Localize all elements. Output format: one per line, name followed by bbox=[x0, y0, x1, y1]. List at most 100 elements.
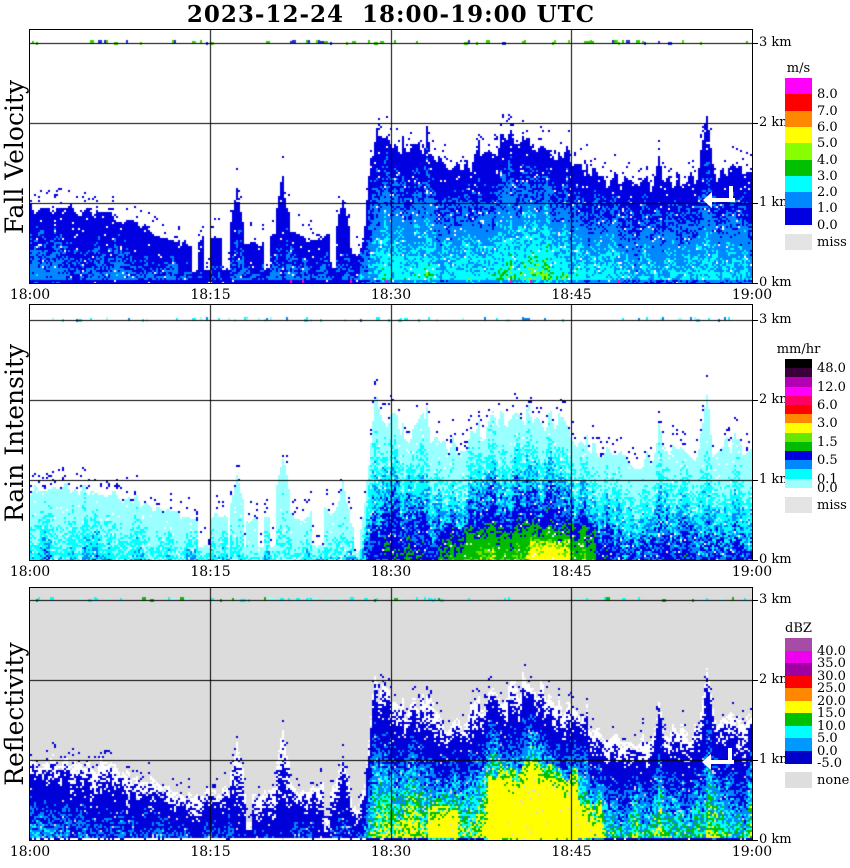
colorbar-segment bbox=[785, 460, 812, 470]
time-tick-label: 19:00 bbox=[731, 844, 773, 860]
cursor-artifact-bar bbox=[710, 760, 734, 764]
colorbar-tick-label: 48.0 bbox=[817, 361, 846, 377]
colorbar-segment bbox=[785, 175, 812, 193]
height-tick-label: 2 km bbox=[759, 392, 792, 407]
colorbar-tick-label: 4.0 bbox=[817, 152, 838, 168]
colorbar-segment bbox=[785, 143, 812, 160]
colorbar-missing-label: none bbox=[817, 773, 850, 788]
colorbar-segment bbox=[785, 432, 812, 443]
colorbar-tick-label: 6.0 bbox=[817, 398, 838, 413]
reflectivity-axis-label: Reflectivity bbox=[0, 642, 29, 786]
colorbar-segment bbox=[785, 159, 812, 177]
cursor-artifact-riser bbox=[728, 748, 732, 761]
height-tick-label: 0 km bbox=[759, 552, 792, 567]
time-tick-label: 18:30 bbox=[370, 564, 412, 580]
colorbar-tick-label: 8.0 bbox=[817, 87, 838, 103]
colorbar-segment bbox=[785, 359, 812, 369]
colorbar-segment bbox=[785, 478, 812, 489]
time-tick-label: 18:15 bbox=[190, 287, 231, 303]
colorbar-tick-label: -5.0 bbox=[817, 756, 843, 771]
time-tick-label: 19:00 bbox=[731, 564, 773, 580]
height-tick bbox=[753, 203, 758, 204]
time-tick-label: 19:00 bbox=[731, 287, 773, 303]
time-tick-label: 18:00 bbox=[9, 844, 51, 860]
height-tick bbox=[753, 320, 758, 321]
colorbar-tick-label: 10.0 bbox=[817, 718, 846, 734]
colorbar-segment bbox=[785, 700, 812, 714]
height-tick-label: 3 km bbox=[759, 592, 792, 607]
colorbar-segment bbox=[785, 94, 812, 112]
cursor-artifact-bar bbox=[711, 198, 735, 202]
height-tick bbox=[753, 600, 758, 601]
cursor-artifact bbox=[702, 748, 742, 776]
cursor-artifact-tip bbox=[703, 192, 712, 208]
colorbar-segment bbox=[785, 386, 812, 397]
colorbar-tick-label: 5.0 bbox=[817, 136, 838, 152]
cursor-artifact-tip bbox=[702, 754, 711, 770]
height-tick-label: 3 km bbox=[759, 35, 792, 50]
colorbar-segment bbox=[785, 78, 812, 95]
colorbar-missing-block bbox=[785, 496, 812, 513]
height-tick-label: 1 km bbox=[759, 195, 792, 210]
colorbar-tick-label: 2.0 bbox=[817, 185, 838, 201]
height-tick bbox=[753, 43, 758, 44]
colorbar-tick-label: 15.0 bbox=[817, 706, 846, 721]
fall-velocity-heatmap bbox=[30, 30, 752, 283]
colorbar-segment bbox=[785, 638, 812, 651]
colorbar-tick-label: 40.0 bbox=[817, 643, 846, 659]
colorbar-tick-label: 5.0 bbox=[817, 731, 838, 746]
colorbar-title: m/s bbox=[786, 61, 811, 76]
page-title: 2023-12-24 18:00-19:00 UTC bbox=[186, 1, 596, 28]
colorbar-tick-label: 0.0 bbox=[817, 217, 838, 233]
reflectivity-heatmap bbox=[30, 588, 752, 840]
colorbar-tick-label: 7.0 bbox=[817, 103, 838, 119]
colorbar-missing-label: miss bbox=[817, 234, 847, 250]
colorbar-segment bbox=[785, 423, 812, 434]
colorbar-tick-label: 0.5 bbox=[817, 453, 838, 469]
fall-velocity-plot-frame bbox=[29, 29, 753, 284]
rain-intensity-plot-frame bbox=[29, 304, 753, 561]
reflectivity-plot-frame bbox=[29, 587, 753, 841]
height-tick-label: 2 km bbox=[759, 115, 792, 130]
colorbar-tick-label: 3.0 bbox=[817, 168, 838, 184]
colorbar-segment bbox=[785, 650, 812, 664]
height-tick bbox=[753, 480, 758, 481]
colorbar-missing-label: miss bbox=[817, 497, 847, 513]
height-tick bbox=[753, 680, 758, 681]
colorbar-segment bbox=[785, 750, 812, 764]
height-tick-label: 1 km bbox=[759, 752, 792, 767]
colorbar-missing-block bbox=[785, 233, 812, 250]
colorbar-segment bbox=[785, 688, 812, 701]
height-tick bbox=[753, 840, 758, 841]
time-tick-label: 18:45 bbox=[551, 287, 592, 303]
colorbar-segment bbox=[785, 395, 812, 406]
time-tick-label: 18:00 bbox=[9, 287, 51, 303]
colorbar-tick-label: 35.0 bbox=[817, 656, 846, 671]
colorbar-tick-label: 6.0 bbox=[817, 119, 838, 135]
colorbar-tick-label: 1.5 bbox=[817, 434, 838, 450]
colorbar-segment bbox=[785, 405, 812, 415]
colorbar-segment bbox=[785, 208, 812, 226]
colorbar-segment bbox=[785, 377, 812, 388]
colorbar-segment bbox=[785, 451, 812, 461]
colorbar-tick-label: 20.0 bbox=[817, 693, 846, 709]
height-tick bbox=[753, 560, 758, 561]
colorbar-tick-label: 30.0 bbox=[817, 668, 846, 684]
time-tick-label: 18:45 bbox=[551, 564, 592, 580]
time-tick-label: 18:45 bbox=[551, 844, 592, 860]
colorbar-title: dBZ bbox=[785, 621, 812, 636]
colorbar-segment bbox=[785, 713, 812, 726]
height-tick bbox=[753, 400, 758, 401]
fall-velocity-axis-label: Fall Velocity bbox=[0, 79, 29, 234]
time-tick-label: 18:30 bbox=[370, 844, 412, 860]
colorbar-segment bbox=[785, 725, 812, 739]
colorbar-segment bbox=[785, 469, 812, 480]
colorbar-segment bbox=[785, 675, 812, 689]
colorbar-tick-label: 1.0 bbox=[817, 201, 838, 217]
height-tick-label: 2 km bbox=[759, 672, 792, 687]
colorbar-tick-label: 0.0 bbox=[817, 743, 838, 759]
height-tick-label: 0 km bbox=[759, 275, 792, 290]
colorbar-missing-block bbox=[785, 772, 812, 788]
